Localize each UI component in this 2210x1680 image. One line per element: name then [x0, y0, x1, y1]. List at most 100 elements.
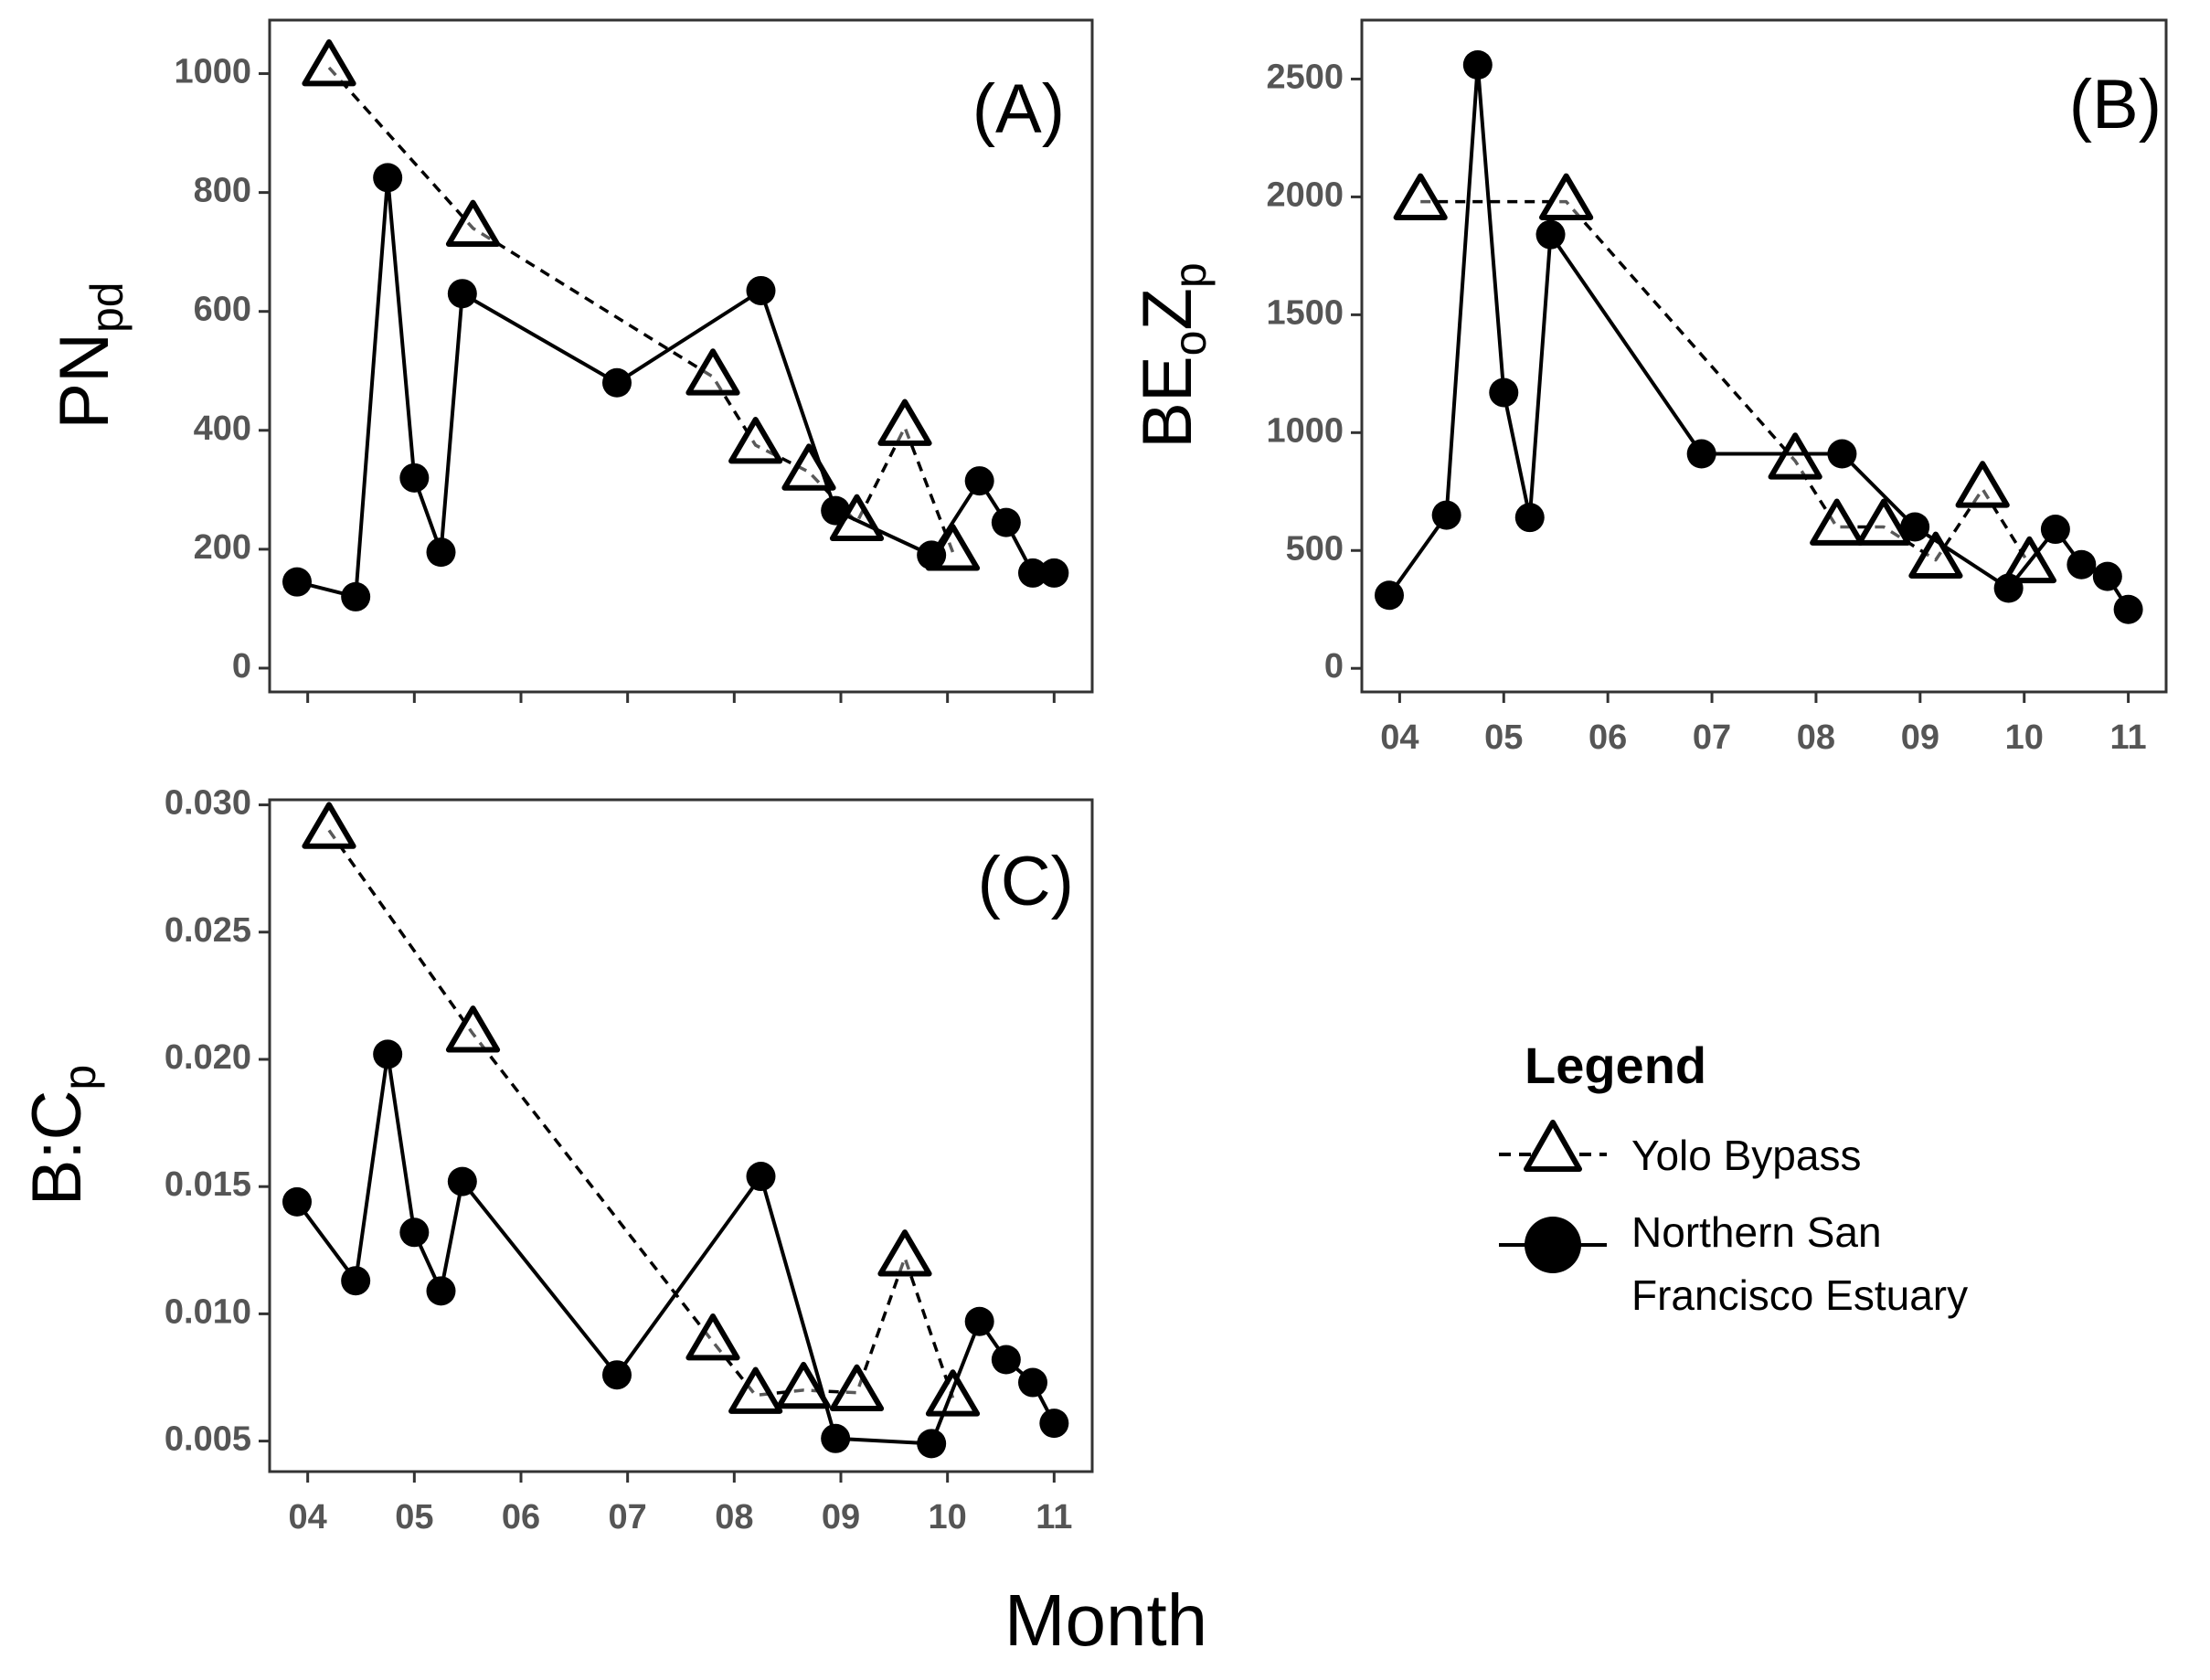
panel-c-y-tick-label: 0.020 — [165, 1038, 251, 1077]
panel-c-point-nsfe — [602, 1360, 632, 1390]
panel-b-y-axis-label: BEoZp — [1129, 262, 1216, 448]
panel-c-x-tick-label: 10 — [929, 1498, 967, 1536]
panel-a-x-ticks — [306, 692, 1056, 703]
panel-a-point-nsfe — [964, 466, 994, 496]
panel-c-x-tick-label: 11 — [1036, 1498, 1072, 1536]
panel-b-y-tick-label: 2000 — [1266, 175, 1344, 214]
panel-b-tag: (B) — [2069, 66, 2162, 144]
panel-a-point-nsfe — [746, 275, 776, 305]
panel-c-point-nsfe — [282, 1186, 312, 1217]
x-axis-label: Month — [1004, 1579, 1207, 1661]
panel-a: 0 200 400 600 800 1000 (A) PNpd — [46, 18, 1094, 703]
panel-a-y-axis-label-sub: pd — [81, 282, 133, 333]
legend-item-yolo-bypass: Yolo Bypass — [1499, 1120, 1861, 1179]
panel-b-series-yolo-line — [1420, 199, 2031, 566]
panel-c-y-tick-label: 0.030 — [165, 784, 251, 823]
panel-c-y-tick-label: 0.005 — [165, 1420, 251, 1459]
panel-c-tag: (C) — [977, 843, 1074, 920]
panel-b-y-axis-label-sub1: o — [1164, 331, 1216, 356]
panel-b-point-nsfe — [2067, 549, 2097, 579]
panel-c-point-nsfe — [821, 1423, 851, 1453]
panel-a-y-tick-label: 0 — [232, 647, 251, 686]
panel-b-point-nsfe — [1535, 219, 1566, 250]
legend: Legend Yolo Bypass Northern San Francisc… — [1499, 1037, 1968, 1319]
panel-b-point-nsfe — [1993, 573, 2024, 603]
panel-c-frame — [268, 798, 1094, 1473]
panel-a-tag: (A) — [972, 70, 1065, 148]
panel-c-x-ticks: 04 05 06 07 08 09 10 11 — [289, 1472, 1072, 1536]
panel-b-point-nsfe — [1827, 439, 1857, 469]
panel-a-y-tick-label: 200 — [194, 528, 251, 567]
panel-c-x-tick-label: 08 — [715, 1498, 753, 1536]
panel-a-y-tick-label: 800 — [194, 172, 251, 210]
panel-b-point-nsfe — [1375, 580, 1404, 611]
legend-nsfe-circle-icon — [1525, 1217, 1581, 1273]
panel-c-y-axis-label-main: B:C — [18, 1090, 96, 1207]
panel-c-series — [282, 802, 1069, 1459]
panel-b-point-nsfe — [1431, 500, 1461, 530]
panel-b-x-ticks: 04 05 06 07 08 09 10 11 — [1380, 692, 2147, 757]
legend-item-nsfe: Northern San Francisco Estuary — [1499, 1208, 1968, 1319]
panel-a-y-axis-label-main: PN — [46, 333, 123, 430]
panel-c-point-nsfe — [399, 1217, 430, 1248]
panel-c-point-nsfe — [426, 1276, 456, 1306]
panel-a-point-yolo — [728, 417, 783, 464]
panel-a-series — [282, 39, 1069, 611]
panel-b-point-yolo — [1856, 498, 1911, 546]
panel-b-point-yolo — [1955, 461, 2010, 508]
panel-c-point-yolo — [685, 1313, 740, 1361]
panel-c-series-nsfe-line — [295, 1052, 1057, 1446]
panel-a-point-nsfe — [991, 507, 1021, 537]
panel-c-point-nsfe — [991, 1345, 1021, 1375]
panel-b-x-tick-label: 04 — [1380, 718, 1418, 757]
panel-a-series-nsfe-line — [296, 175, 1055, 599]
panel-c-y-tick-label: 0.010 — [165, 1292, 251, 1331]
panel-b-point-nsfe — [1686, 439, 1716, 469]
legend-label-nsfe-line-1: Northern San — [1631, 1208, 1882, 1256]
panel-c-x-tick-label: 06 — [502, 1498, 540, 1536]
panel-c-point-nsfe — [341, 1266, 371, 1296]
panel-b-point-nsfe — [2040, 515, 2070, 545]
panel-b-point-yolo — [1908, 531, 1963, 579]
panel-c-x-tick-label: 07 — [609, 1498, 647, 1536]
panel-b-y-tick-label: 1000 — [1266, 411, 1344, 450]
panel-c-y-axis-label: B:Cp — [18, 1065, 105, 1207]
panel-c-point-nsfe — [746, 1162, 776, 1192]
panel-c-point-nsfe — [1018, 1367, 1047, 1398]
panel-b-y-ticks: 0 500 1000 1500 2000 2500 — [1266, 58, 1362, 686]
panel-c-point-yolo — [776, 1361, 831, 1409]
panel-a-point-nsfe — [282, 567, 312, 597]
panel-c-point-yolo — [302, 802, 356, 849]
panel-a-point-nsfe — [426, 537, 456, 568]
panel-a-point-nsfe — [917, 540, 947, 570]
panel-a-point-yolo — [877, 399, 932, 446]
panel-a-point-nsfe — [821, 495, 851, 526]
panel-a-frame — [268, 18, 1094, 694]
panel-b-point-nsfe — [1462, 50, 1493, 80]
panel-c-point-nsfe — [964, 1306, 994, 1336]
panel-c-point-yolo — [728, 1366, 783, 1414]
panel-b-y-tick-label: 2500 — [1266, 58, 1344, 97]
panel-c-point-nsfe — [373, 1039, 403, 1069]
panel-b-point-yolo — [1810, 498, 1865, 546]
panel-b-x-tick-label: 05 — [1484, 718, 1523, 757]
panel-b: 0 500 1000 1500 2000 2500 04 05 06 07 08 09 10 11 (B… — [1129, 18, 2168, 757]
panel-b-point-nsfe — [1900, 512, 1930, 542]
legend-title: Legend — [1525, 1037, 1706, 1094]
panel-b-y-tick-label: 500 — [1286, 529, 1344, 568]
panel-c-y-tick-label: 0.015 — [165, 1165, 251, 1204]
panel-c-x-tick-label: 04 — [289, 1498, 327, 1536]
panel-b-x-tick-label: 09 — [1901, 718, 1939, 757]
panel-c-point-nsfe — [1039, 1409, 1069, 1439]
panel-a-point-nsfe — [447, 279, 477, 309]
panel-a-point-nsfe — [602, 367, 632, 398]
panel-a-point-nsfe — [341, 581, 371, 611]
panel-c-point-yolo — [445, 1005, 501, 1053]
panel-a-point-nsfe — [399, 463, 430, 493]
panel-a-series-yolo-line — [327, 66, 955, 553]
panel-c-x-tick-label: 09 — [822, 1498, 860, 1536]
panel-a-y-tick-label: 400 — [194, 409, 251, 448]
panel-b-point-nsfe — [1514, 503, 1545, 533]
